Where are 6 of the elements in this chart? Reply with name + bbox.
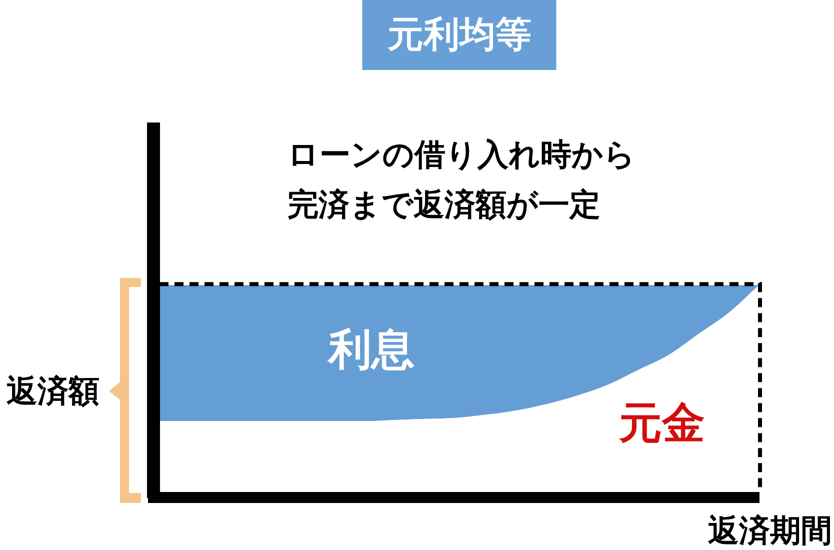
chart-title: 元利均等 [386,14,532,56]
text: ローンの借り入れ時から完済まで返済額が一定 [288,137,636,224]
series-label: 元金 [618,398,706,449]
series-label: 利息 [326,325,414,376]
x-axis-title: 返済期間 [708,513,832,550]
y-axis-title: 返済額 [6,373,100,410]
